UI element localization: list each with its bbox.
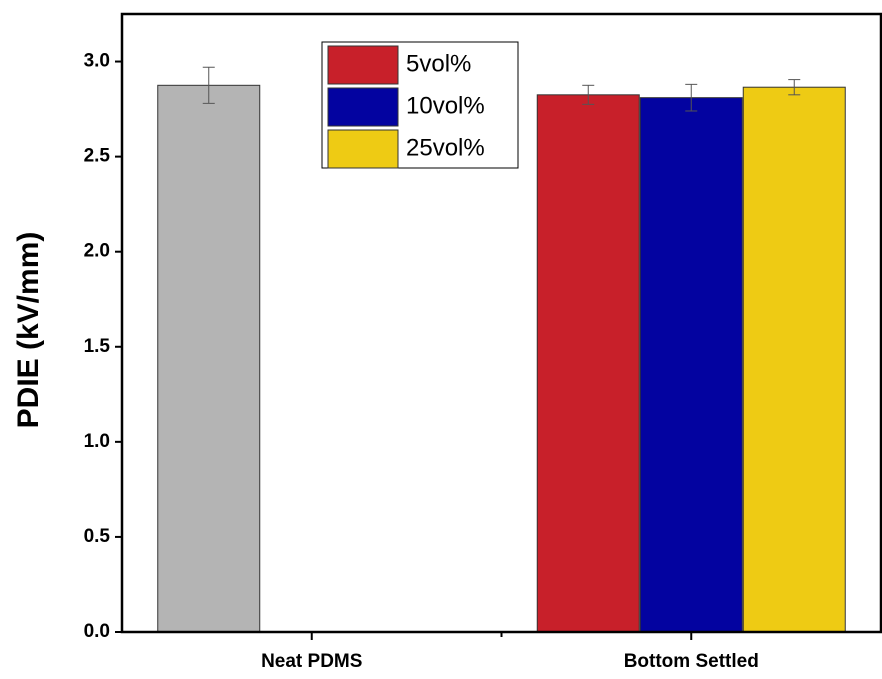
bar — [536, 94, 640, 633]
y-axis-label: PDIE (kV/mm) — [12, 232, 45, 429]
bar — [157, 84, 261, 633]
legend-label: 10vol% — [406, 92, 485, 119]
legend-label: 5vol% — [406, 50, 471, 77]
y-tick-label: 0.5 — [84, 526, 111, 547]
y-tick-label: 3.0 — [84, 51, 110, 72]
y-tick-label: 1.0 — [84, 431, 110, 452]
legend-swatch — [327, 45, 399, 85]
legend-swatch — [327, 87, 399, 127]
frame — [120, 12, 882, 634]
y-tick-label: 0.0 — [84, 621, 110, 642]
x-tick-label: Bottom Settled — [624, 651, 759, 672]
y-tick-label: 2.5 — [84, 146, 111, 167]
y-tick-label: 1.5 — [84, 336, 111, 357]
bar — [742, 86, 846, 633]
y-tick-label: 2.0 — [84, 241, 110, 262]
bar — [639, 97, 743, 633]
legend-label: 25vol% — [406, 134, 485, 161]
x-tick-label: Neat PDMS — [261, 651, 362, 672]
legend-swatch — [327, 129, 399, 169]
